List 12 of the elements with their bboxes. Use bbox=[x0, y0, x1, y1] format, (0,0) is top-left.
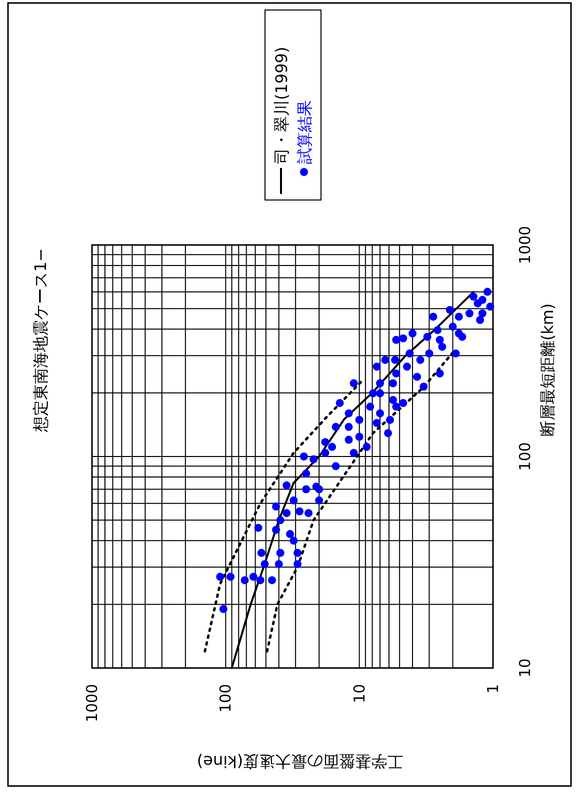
x-tick-label: 100 bbox=[216, 684, 235, 713]
text: 試算結果 bbox=[295, 100, 314, 164]
text: 想定東南海地震ケース1− bbox=[31, 248, 50, 433]
y-axis-title: 断層最短距離(km) bbox=[538, 303, 557, 437]
x-tick-label: 1000 bbox=[83, 684, 101, 722]
y-tick-label: 10 bbox=[516, 658, 534, 678]
y-tick-label: 1000 bbox=[516, 226, 534, 264]
x-axis-title: 工学基盤面の最大速度(kine) bbox=[196, 752, 404, 771]
x-tick-label: 1 bbox=[484, 684, 502, 694]
y-tick-label: 100 bbox=[516, 442, 534, 471]
x-tick-label: 10 bbox=[350, 684, 368, 704]
text: 司・翠川(1999) bbox=[272, 46, 291, 164]
